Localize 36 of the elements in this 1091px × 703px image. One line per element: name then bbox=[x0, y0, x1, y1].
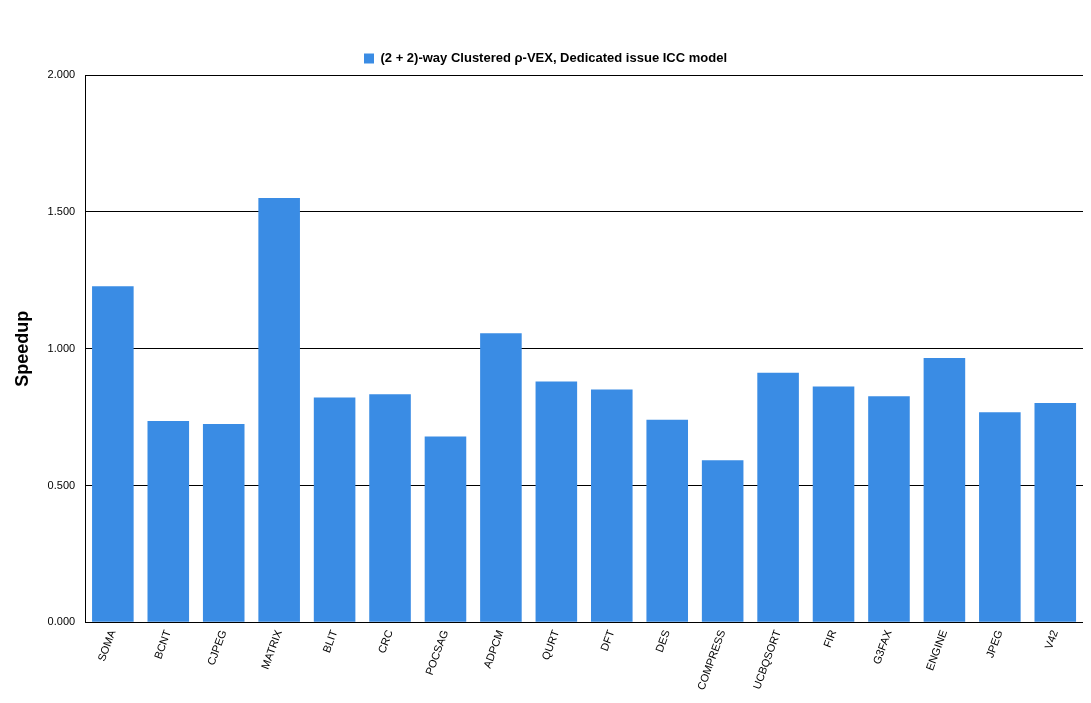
bar bbox=[646, 419, 689, 622]
bar bbox=[701, 460, 744, 622]
x-tick-label: BLIT bbox=[320, 627, 340, 655]
bar bbox=[480, 333, 522, 622]
bar bbox=[313, 397, 356, 622]
y-tick-label: 1.500 bbox=[47, 204, 76, 217]
x-tick-label: FIR bbox=[820, 628, 839, 649]
bar bbox=[590, 389, 633, 622]
x-tick-label: CRC bbox=[375, 628, 395, 655]
bar bbox=[147, 420, 190, 622]
bar bbox=[535, 381, 578, 622]
bar bbox=[979, 412, 1021, 622]
bar bbox=[369, 394, 411, 622]
bar bbox=[258, 197, 300, 622]
x-tick-label: CJPEG bbox=[204, 628, 229, 667]
bar bbox=[202, 423, 245, 622]
x-tick-label: DFT bbox=[597, 627, 617, 653]
x-tick-label: BCNT bbox=[151, 627, 174, 661]
y-tick-label: 1.000 bbox=[47, 341, 76, 354]
y-tick-label: 0.500 bbox=[47, 478, 76, 491]
x-tick-label: DES bbox=[652, 628, 672, 654]
bar bbox=[923, 357, 966, 622]
bar bbox=[1034, 403, 1077, 622]
bar bbox=[868, 396, 910, 622]
bar bbox=[92, 286, 134, 622]
bar bbox=[812, 386, 855, 622]
y-axis-title: Speedup bbox=[11, 310, 32, 387]
x-tick-label: QURT bbox=[539, 627, 562, 662]
y-tick-label: 2.000 bbox=[47, 68, 76, 81]
legend-label: (2 + 2)-way Clustered ρ-VEX, Dedicated issue ICC model bbox=[380, 50, 728, 66]
bar bbox=[424, 436, 467, 622]
bar bbox=[757, 372, 799, 622]
y-tick-label: 0.000 bbox=[47, 615, 76, 628]
x-tick-label: JPEG bbox=[983, 628, 1005, 660]
x-tick-label: SOMA bbox=[95, 627, 118, 663]
x-tick-label: V42 bbox=[1042, 628, 1061, 651]
